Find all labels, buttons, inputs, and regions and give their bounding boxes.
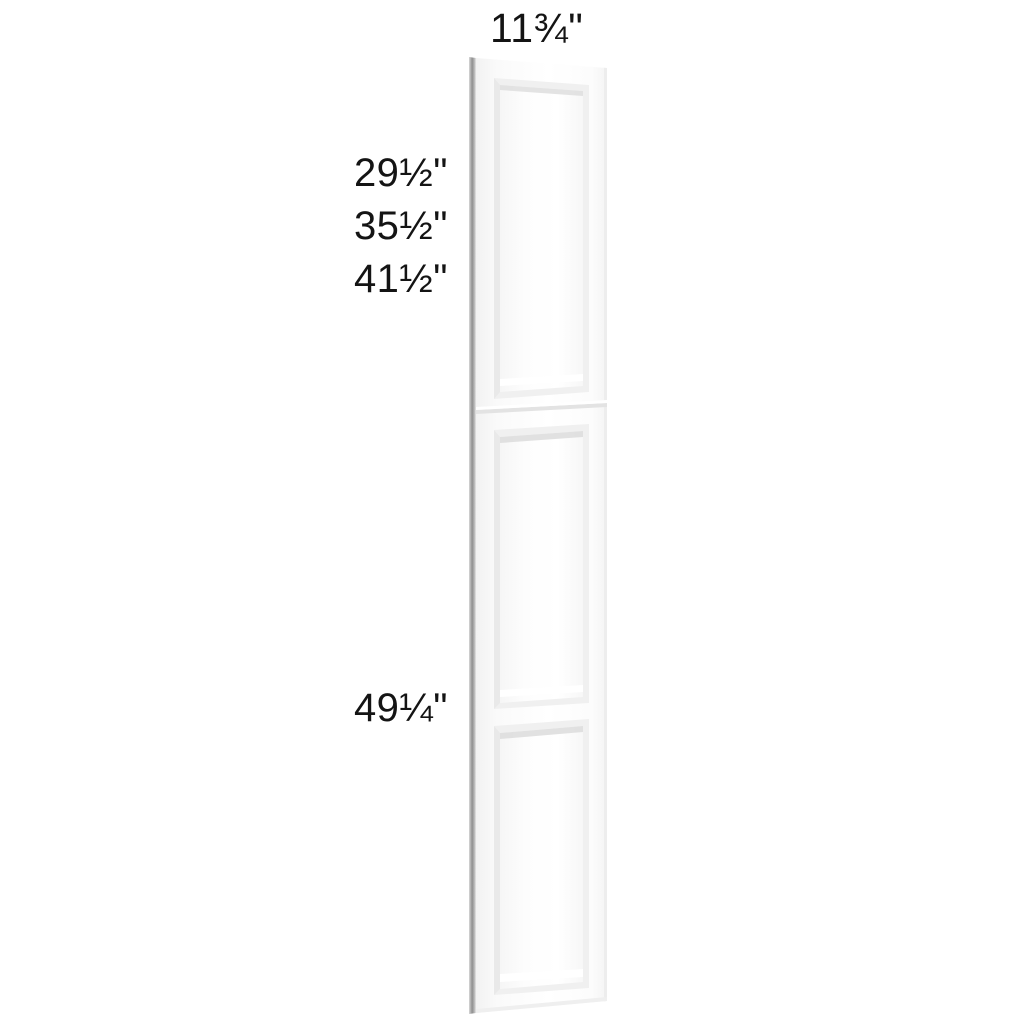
upper-door-region[interactable] [469, 57, 609, 412]
dimension-label-height-option-3: 41½" [353, 257, 448, 301]
lower-door-region[interactable] [469, 412, 609, 1014]
dimension-label-width: 11¾" [490, 5, 584, 51]
dimension-label-height-option-2: 35½" [353, 204, 448, 248]
dimension-label-lower-height: 49¼" [353, 686, 448, 730]
dimension-label-height-option-1: 29½" [353, 151, 448, 195]
